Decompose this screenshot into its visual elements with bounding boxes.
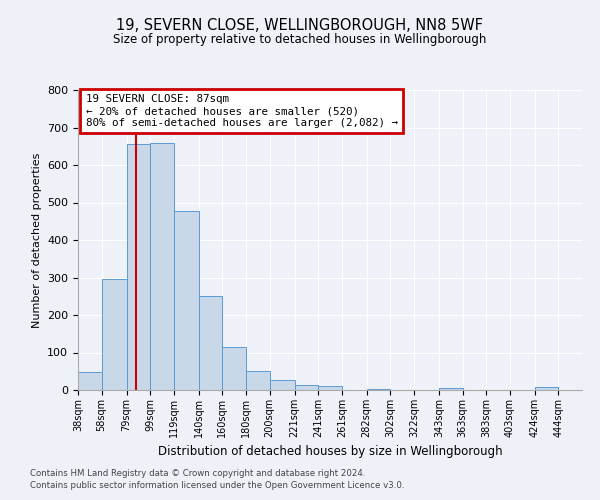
Bar [246, 371, 269, 390]
Text: 19, SEVERN CLOSE, WELLINGBOROUGH, NN8 5WF: 19, SEVERN CLOSE, WELLINGBOROUGH, NN8 5W… [116, 18, 484, 32]
Text: Contains public sector information licensed under the Open Government Licence v3: Contains public sector information licen… [30, 481, 404, 490]
Bar [78, 372, 101, 390]
Text: Contains HM Land Registry data © Crown copyright and database right 2024.: Contains HM Land Registry data © Crown c… [30, 468, 365, 477]
Text: Size of property relative to detached houses in Wellingborough: Size of property relative to detached ho… [113, 32, 487, 46]
Y-axis label: Number of detached properties: Number of detached properties [32, 152, 41, 328]
Bar [318, 386, 342, 390]
Bar [223, 347, 246, 390]
Bar [535, 388, 559, 390]
Bar [199, 296, 223, 390]
X-axis label: Distribution of detached houses by size in Wellingborough: Distribution of detached houses by size … [158, 446, 502, 458]
Bar [367, 389, 391, 390]
Bar [439, 388, 463, 390]
Bar [150, 142, 174, 390]
Bar [269, 380, 295, 390]
Bar [295, 385, 318, 390]
Bar [127, 144, 150, 390]
Bar [174, 211, 199, 390]
Text: 19 SEVERN CLOSE: 87sqm
← 20% of detached houses are smaller (520)
80% of semi-de: 19 SEVERN CLOSE: 87sqm ← 20% of detached… [86, 94, 398, 128]
Bar [101, 280, 127, 390]
